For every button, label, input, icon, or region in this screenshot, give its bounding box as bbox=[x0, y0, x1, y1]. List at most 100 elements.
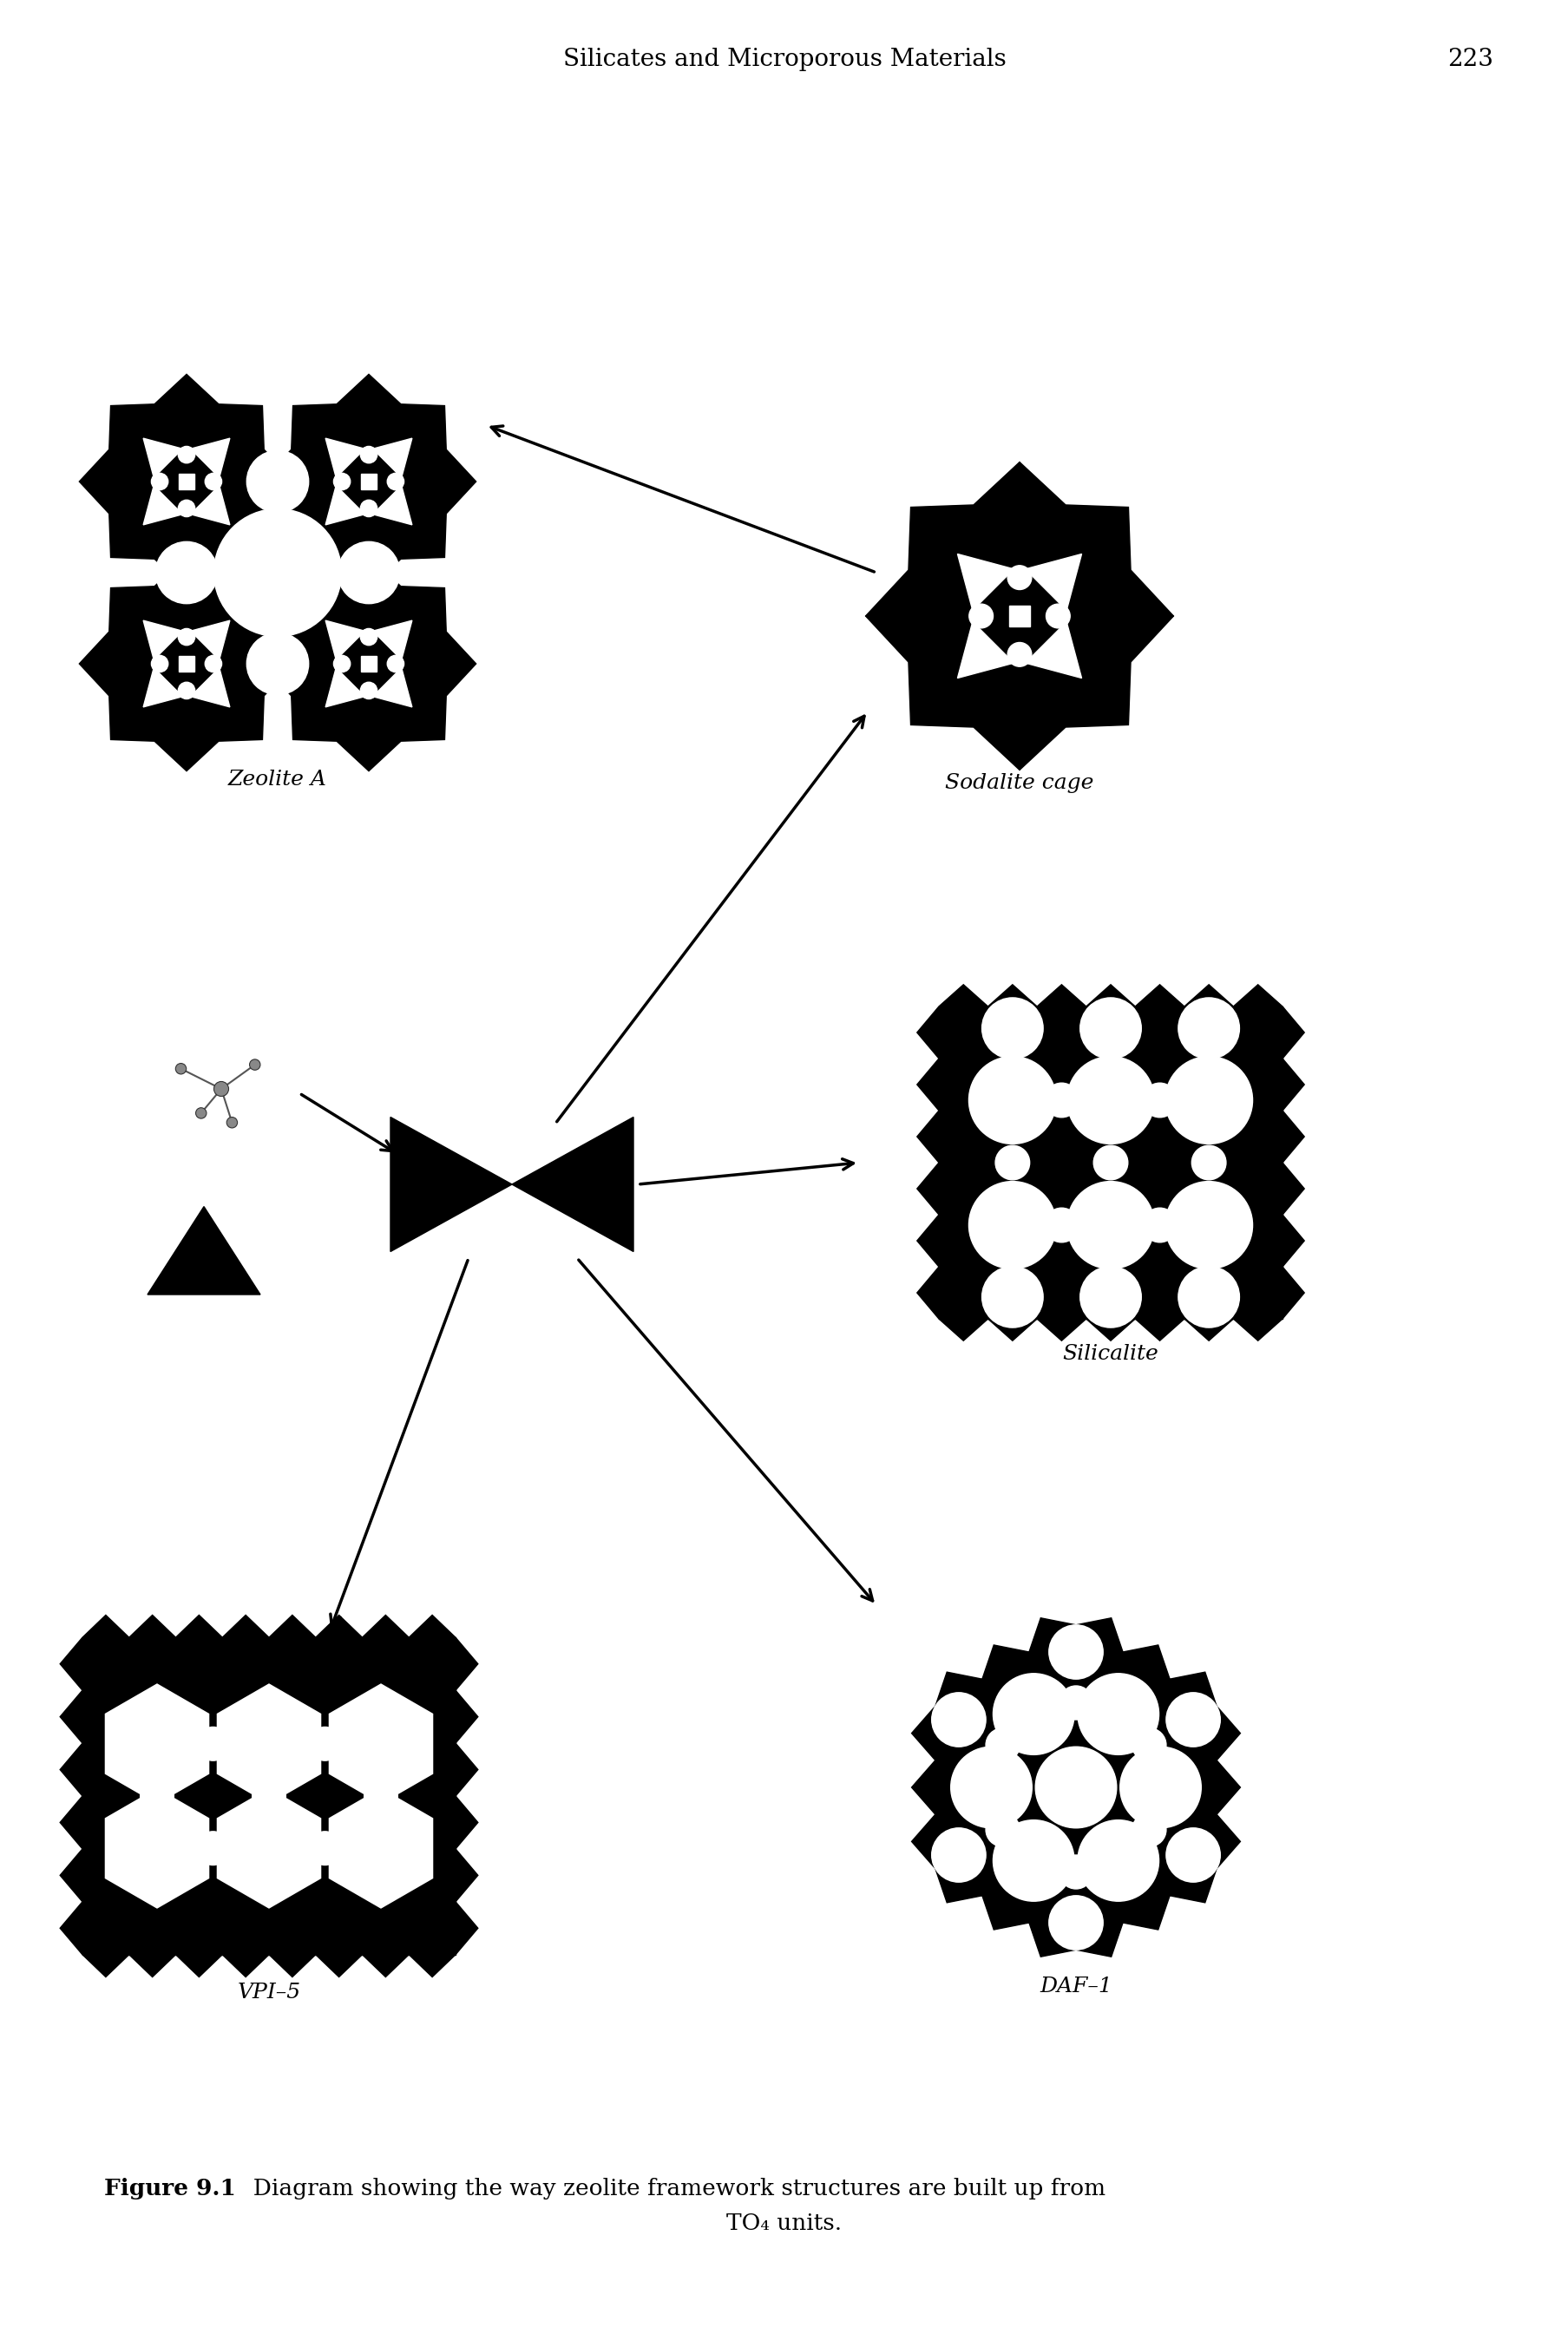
Polygon shape bbox=[455, 1795, 478, 1849]
Circle shape bbox=[1066, 1056, 1154, 1143]
Polygon shape bbox=[917, 1110, 938, 1162]
Circle shape bbox=[205, 655, 221, 671]
Polygon shape bbox=[1076, 1922, 1123, 1957]
Polygon shape bbox=[956, 622, 1013, 678]
Circle shape bbox=[969, 1181, 1055, 1270]
Polygon shape bbox=[988, 1319, 1036, 1340]
Polygon shape bbox=[1123, 1896, 1170, 1929]
Polygon shape bbox=[1029, 1617, 1076, 1652]
Text: Silicalite: Silicalite bbox=[1062, 1345, 1159, 1364]
Polygon shape bbox=[190, 486, 229, 526]
Polygon shape bbox=[1036, 986, 1085, 1007]
Circle shape bbox=[1132, 1812, 1165, 1847]
Polygon shape bbox=[325, 439, 365, 476]
Polygon shape bbox=[190, 669, 229, 706]
Text: Figure 9.1: Figure 9.1 bbox=[103, 2178, 235, 2199]
Polygon shape bbox=[935, 1624, 1217, 1950]
Polygon shape bbox=[176, 1955, 223, 1976]
Polygon shape bbox=[1217, 1760, 1240, 1814]
Polygon shape bbox=[1232, 1319, 1281, 1340]
Polygon shape bbox=[60, 1638, 83, 1690]
Polygon shape bbox=[80, 373, 293, 589]
Circle shape bbox=[993, 1819, 1074, 1901]
Polygon shape bbox=[917, 1058, 938, 1110]
Polygon shape bbox=[1281, 1267, 1303, 1319]
Polygon shape bbox=[1217, 1706, 1240, 1760]
Polygon shape bbox=[935, 1868, 982, 1903]
Circle shape bbox=[994, 1145, 1029, 1181]
Circle shape bbox=[969, 1056, 1055, 1143]
Circle shape bbox=[361, 446, 376, 462]
Polygon shape bbox=[1137, 591, 1173, 638]
Circle shape bbox=[307, 1727, 342, 1760]
Polygon shape bbox=[218, 1685, 320, 1802]
Circle shape bbox=[1165, 1828, 1220, 1882]
Polygon shape bbox=[80, 556, 293, 772]
Polygon shape bbox=[83, 1615, 129, 1638]
Text: DAF–1: DAF–1 bbox=[1040, 1976, 1112, 1997]
Circle shape bbox=[140, 1779, 174, 1812]
Text: VPI–5: VPI–5 bbox=[237, 1983, 301, 2002]
Bar bbox=[361, 657, 376, 671]
Polygon shape bbox=[917, 1216, 938, 1267]
Polygon shape bbox=[938, 1319, 988, 1340]
Polygon shape bbox=[390, 1117, 511, 1251]
Polygon shape bbox=[1135, 986, 1184, 1007]
Polygon shape bbox=[1184, 986, 1232, 1007]
Polygon shape bbox=[1281, 1110, 1303, 1162]
Text: 223: 223 bbox=[1447, 47, 1493, 70]
Polygon shape bbox=[938, 986, 988, 1007]
Polygon shape bbox=[982, 1645, 1029, 1678]
Polygon shape bbox=[373, 620, 412, 660]
Polygon shape bbox=[223, 1955, 268, 1976]
Polygon shape bbox=[996, 735, 1043, 770]
Polygon shape bbox=[982, 1896, 1029, 1929]
Polygon shape bbox=[362, 1955, 409, 1976]
Polygon shape bbox=[218, 1788, 320, 1908]
Polygon shape bbox=[1217, 1814, 1240, 1868]
Polygon shape bbox=[455, 1849, 478, 1901]
Circle shape bbox=[931, 1828, 985, 1882]
Circle shape bbox=[179, 683, 194, 699]
Polygon shape bbox=[1281, 1216, 1303, 1267]
Circle shape bbox=[1165, 1056, 1251, 1143]
Circle shape bbox=[361, 683, 376, 699]
Text: Sodalite cage: Sodalite cage bbox=[944, 775, 1093, 793]
Circle shape bbox=[179, 500, 194, 516]
Circle shape bbox=[1066, 1181, 1154, 1270]
Circle shape bbox=[361, 500, 376, 516]
Circle shape bbox=[151, 474, 168, 491]
Circle shape bbox=[1077, 1819, 1159, 1901]
Polygon shape bbox=[60, 1744, 83, 1795]
Polygon shape bbox=[409, 1955, 455, 1976]
Text: Silicates and Microporous Materials: Silicates and Microporous Materials bbox=[563, 47, 1005, 70]
Polygon shape bbox=[511, 1117, 633, 1251]
Polygon shape bbox=[329, 1788, 433, 1908]
Circle shape bbox=[226, 1117, 237, 1129]
Polygon shape bbox=[1036, 1319, 1085, 1340]
Text: Zeolite A: Zeolite A bbox=[227, 770, 326, 789]
Circle shape bbox=[1093, 1145, 1127, 1181]
Circle shape bbox=[993, 1673, 1074, 1756]
Polygon shape bbox=[1085, 986, 1135, 1007]
Bar bbox=[83, 1638, 455, 1955]
Polygon shape bbox=[1170, 1868, 1217, 1903]
Polygon shape bbox=[83, 1955, 129, 1976]
Circle shape bbox=[196, 1727, 229, 1760]
Polygon shape bbox=[60, 1849, 83, 1901]
Circle shape bbox=[387, 474, 405, 491]
Polygon shape bbox=[143, 669, 182, 706]
Polygon shape bbox=[866, 591, 902, 638]
Polygon shape bbox=[455, 1744, 478, 1795]
Circle shape bbox=[1165, 1181, 1251, 1270]
Text: TO₄ units.: TO₄ units. bbox=[726, 2213, 842, 2234]
Circle shape bbox=[1046, 603, 1069, 629]
Polygon shape bbox=[917, 1267, 938, 1319]
Polygon shape bbox=[1281, 1007, 1303, 1058]
Circle shape bbox=[1142, 1209, 1176, 1242]
Polygon shape bbox=[105, 1788, 209, 1908]
Bar bbox=[361, 474, 376, 488]
Polygon shape bbox=[1281, 1058, 1303, 1110]
Bar bbox=[179, 474, 194, 488]
Polygon shape bbox=[325, 669, 365, 706]
